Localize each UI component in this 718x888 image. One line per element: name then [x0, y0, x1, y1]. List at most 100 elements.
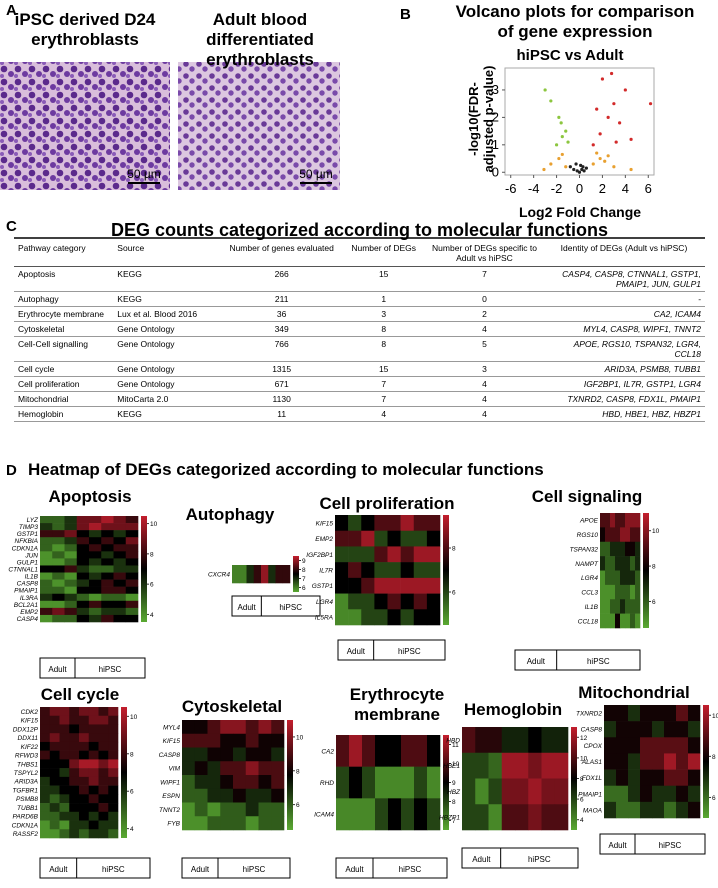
colorbar-tick-label: 11 — [452, 742, 459, 749]
table-cell: IGF2BP1, IL7R, GSTP1, LGR4 — [542, 376, 705, 392]
heatmap-cell — [125, 600, 139, 609]
heatmap-cell — [207, 775, 221, 790]
heatmap-cell — [635, 613, 641, 629]
heatmap-cell — [52, 558, 65, 566]
heatmap-cell — [69, 707, 80, 717]
table-cell: 36 — [221, 306, 342, 322]
heatmap-cell — [88, 715, 99, 725]
heatmap-cell — [676, 737, 689, 754]
heatmap-cell — [52, 579, 65, 587]
heatmap-cell — [387, 577, 401, 594]
row-label: HBZ — [447, 789, 461, 796]
heatmap-cell — [98, 733, 109, 743]
heatmap-cell — [475, 727, 489, 754]
table-cell: Cytoskeletal — [14, 321, 114, 337]
heatmap-cell — [388, 735, 402, 767]
heatmap-cell — [40, 593, 53, 602]
heatmap-cell — [271, 747, 285, 762]
table-cell: 2 — [426, 306, 543, 322]
heatmap-cell — [88, 768, 99, 778]
row-label: KIF15 — [163, 738, 181, 745]
heatmap-cell — [194, 802, 208, 817]
heatmap-cell — [108, 785, 119, 795]
table-wrap: Pathway category Source Number of genes ev… — [14, 240, 705, 422]
heatmap-cell — [515, 727, 529, 754]
heatmap-cell — [108, 829, 119, 839]
heatmap-cell — [605, 527, 611, 543]
heatmap-cell — [362, 766, 376, 799]
row-label: PSMB8 — [16, 796, 38, 803]
heatmap-cell — [635, 556, 641, 571]
heatmap-cell — [462, 778, 476, 805]
heatmap-cell — [88, 724, 99, 734]
heatmap-cell — [40, 724, 51, 734]
heatmap-cell — [233, 816, 247, 831]
x-tick-label: 0 — [576, 181, 583, 196]
heatmap-cell — [49, 829, 60, 839]
heatmap-title: Cell proliferation — [319, 494, 455, 513]
heatmap-cell — [59, 750, 70, 760]
heatmap-cell — [40, 537, 53, 545]
heatmap-cell — [108, 715, 119, 725]
heatmap-cell — [336, 766, 350, 799]
heatmap-cell — [616, 705, 629, 722]
heatmap-cell — [113, 600, 127, 609]
heatmap-cell — [76, 607, 90, 616]
row-label: LYZ — [27, 517, 39, 524]
heatmap-cell — [220, 733, 234, 748]
heatmap-cell — [101, 565, 114, 573]
heatmap-cell — [414, 766, 428, 799]
heatmap-title: Erythrocyte membrane — [349, 685, 445, 724]
row-label: CASP8 — [581, 727, 603, 734]
heatmap-cell — [664, 737, 677, 754]
heatmap-cell — [101, 593, 114, 602]
table-cell: KEGG — [113, 266, 222, 292]
table-row: Autophagy KEGG 211 1 0- — [14, 291, 705, 307]
group-label: Adult — [347, 647, 366, 656]
heatmap-cell — [610, 584, 616, 600]
heatmap-cell — [64, 614, 78, 623]
heatmap-cell — [374, 593, 388, 610]
panel-title: Adult blood differentiated erythroblasts — [206, 10, 314, 69]
table-cell: CA2, ICAM4 — [542, 306, 705, 322]
heatmap-cell — [98, 750, 109, 760]
heatmap-cell — [125, 558, 139, 566]
heatmap-cell — [387, 546, 401, 563]
heatmap-cell — [604, 785, 617, 803]
group-legend — [514, 649, 641, 671]
heatmap-cell — [605, 541, 611, 557]
heatmap-cell — [194, 733, 208, 748]
heatmap-cell — [64, 551, 78, 559]
heatmap-cell — [69, 794, 80, 804]
data-point — [566, 140, 570, 144]
data-point — [598, 156, 602, 161]
colorbar-tick-label: 8 — [302, 567, 306, 574]
row-label: ARID3A — [14, 779, 38, 786]
heatmap-cell — [600, 584, 606, 600]
y-tick-label: 0 — [492, 164, 499, 179]
heatmap-cell — [79, 776, 90, 786]
heatmap-cell — [69, 776, 80, 786]
heatmap-cell — [400, 577, 415, 594]
heatmap-cell — [640, 753, 653, 770]
heatmap-cell — [88, 803, 99, 813]
table-cell: ARID3A, PSMB8, TUBB1 — [542, 361, 705, 377]
heatmap-cell — [625, 513, 631, 528]
heatmap-cell — [89, 593, 102, 602]
heatmap-cell — [515, 804, 529, 831]
heatmap-cell — [220, 775, 234, 790]
deg-table: Pathway category Source Number of genes ev… — [14, 240, 705, 422]
row-label: CPOX — [584, 743, 603, 750]
heatmap-cell — [414, 798, 428, 831]
heatmap-cell — [88, 776, 99, 786]
heatmap-cell — [604, 801, 617, 819]
heatmap-cell — [207, 816, 221, 831]
heatmap-cell — [413, 562, 428, 579]
heatmap-cell — [108, 811, 119, 821]
row-label: CA2 — [321, 748, 334, 755]
heatmap-cell — [635, 513, 641, 528]
data-point — [549, 99, 553, 103]
heatmap-cell — [488, 778, 503, 805]
heatmap-cell — [501, 752, 516, 779]
